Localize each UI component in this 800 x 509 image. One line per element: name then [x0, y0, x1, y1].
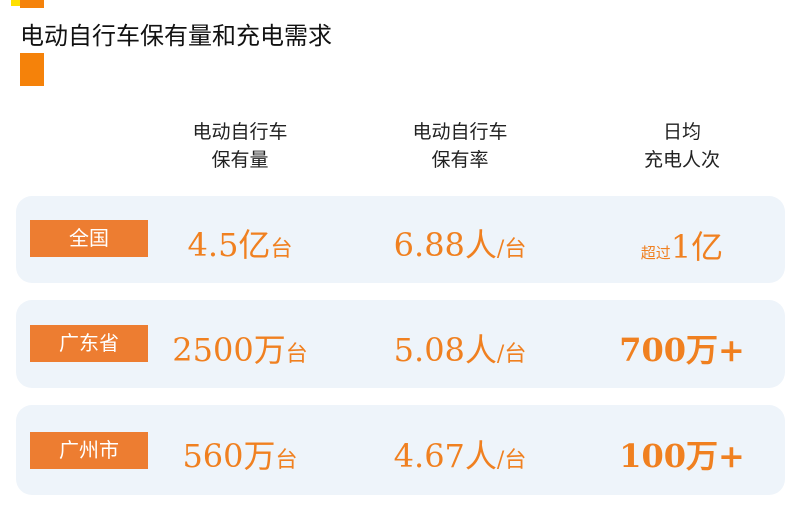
column-header-ownership-rate: 电动自行车 保有率 — [360, 118, 560, 174]
value-number: 5.08人 — [393, 331, 497, 369]
daily-charging-value: 超过1亿 — [572, 222, 792, 268]
value-unit: 台 — [270, 237, 293, 262]
header-line: 电动自行车 — [412, 121, 508, 143]
daily-charging-value: 700万+ — [572, 325, 792, 371]
header-line: 电动自行车 — [192, 121, 288, 143]
header-line: 保有率 — [431, 149, 489, 171]
ownership-value: 4.5亿台 — [130, 220, 350, 266]
column-header-daily-charging: 日均 充电人次 — [582, 118, 782, 174]
row-card-national: 全国 4.5亿台 6.88人/台 超过1亿 — [16, 196, 785, 283]
page-title: 电动自行车保有量和充电需求 — [20, 22, 332, 50]
value-number: 700万+ — [619, 331, 745, 369]
row-label: 全国 — [30, 220, 148, 257]
header-line: 充电人次 — [643, 149, 720, 171]
row-label: 广东省 — [30, 325, 148, 362]
value-number: 4.5亿 — [187, 226, 271, 264]
value-unit: /台 — [496, 448, 527, 473]
header-line: 日均 — [662, 121, 701, 143]
row-label: 广州市 — [30, 432, 148, 469]
header-line: 保有量 — [211, 149, 269, 171]
value-number: 1亿 — [670, 228, 724, 266]
value-number: 6.88人 — [393, 226, 497, 264]
value-prefix: 超过 — [640, 244, 671, 262]
value-unit: /台 — [496, 342, 527, 367]
value-number: 100万+ — [619, 437, 745, 475]
ownership-rate-value: 5.08人/台 — [350, 325, 570, 371]
decor-yellow-square — [11, 0, 21, 6]
ownership-value: 560万台 — [130, 431, 350, 477]
ownership-rate-value: 6.88人/台 — [350, 220, 570, 266]
value-number: 4.67人 — [393, 437, 497, 475]
value-unit: 台 — [285, 342, 308, 367]
decor-orange-block — [20, 53, 44, 86]
value-number: 560万 — [182, 437, 276, 475]
column-header-ownership: 电动自行车 保有量 — [140, 118, 340, 174]
decor-orange-square — [20, 0, 44, 8]
value-unit: /台 — [496, 237, 527, 262]
row-card-guangdong: 广东省 2500万台 5.08人/台 700万+ — [16, 300, 785, 388]
daily-charging-value: 100万+ — [572, 431, 792, 477]
value-unit: 台 — [275, 448, 298, 473]
row-card-guangzhou: 广州市 560万台 4.67人/台 100万+ — [16, 405, 785, 495]
ownership-rate-value: 4.67人/台 — [350, 431, 570, 477]
ownership-value: 2500万台 — [130, 325, 350, 371]
value-number: 2500万 — [172, 331, 286, 369]
